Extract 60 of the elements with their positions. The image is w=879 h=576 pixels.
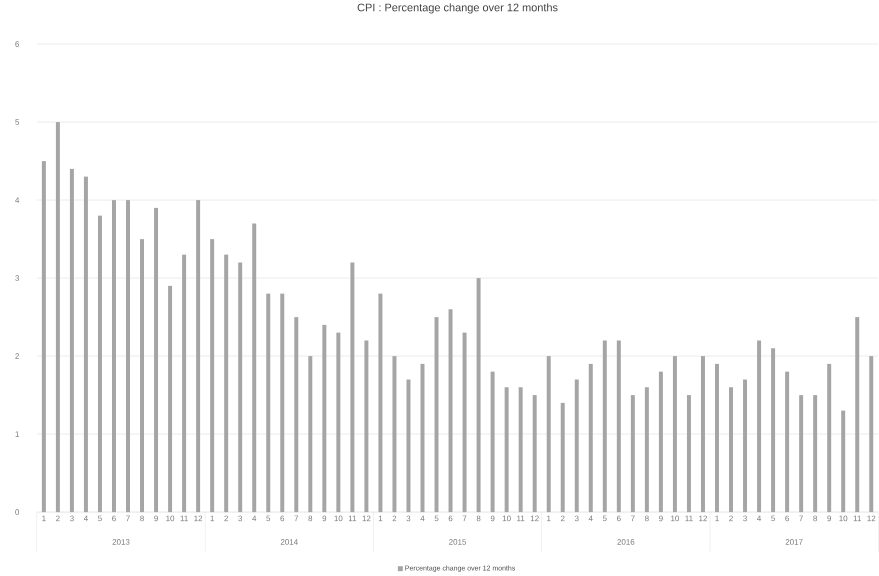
bar [434, 317, 439, 512]
bar [42, 161, 46, 512]
bar [616, 340, 621, 512]
bar [210, 239, 214, 512]
bar [588, 364, 593, 512]
bar [56, 122, 60, 512]
bar [448, 309, 453, 512]
bar [518, 387, 523, 512]
bar [476, 278, 481, 512]
bar [364, 340, 368, 512]
bar [546, 356, 551, 512]
bar [154, 208, 158, 512]
bar [406, 380, 410, 512]
bar [672, 356, 677, 512]
bar [196, 200, 200, 512]
bar [658, 372, 663, 512]
bar [785, 372, 790, 512]
bar [224, 254, 228, 512]
bar [70, 168, 74, 512]
bar [729, 387, 734, 512]
bar [602, 340, 607, 512]
bar [757, 340, 762, 512]
bar [462, 332, 467, 512]
bar [322, 324, 326, 512]
bar [294, 317, 298, 512]
bar [532, 395, 537, 512]
bar [420, 364, 424, 512]
bar [392, 356, 396, 512]
bar [378, 294, 382, 512]
bar [841, 410, 846, 512]
bar [574, 380, 579, 512]
bar [182, 254, 186, 512]
bar [827, 364, 832, 512]
bar [84, 176, 88, 512]
bar [560, 402, 565, 512]
bar [813, 395, 818, 512]
bar [280, 294, 284, 512]
bar [266, 294, 270, 512]
bar [715, 364, 719, 512]
bar [490, 372, 495, 512]
bar [168, 286, 172, 512]
bar [644, 387, 649, 512]
bar [504, 387, 509, 512]
bar [700, 356, 705, 512]
bar [686, 395, 691, 512]
bar [743, 380, 748, 512]
bar [855, 317, 860, 512]
bar [350, 262, 354, 512]
bar [126, 200, 130, 512]
bar [336, 332, 340, 512]
bar [238, 262, 242, 512]
bar [140, 239, 144, 512]
bar [98, 216, 102, 512]
bar [771, 348, 776, 512]
chart-title: CPI : Percentage change over 12 months [358, 3, 558, 14]
bar [112, 200, 116, 512]
bar [799, 395, 804, 512]
bar [308, 356, 312, 512]
bar [252, 224, 256, 512]
bar [630, 395, 635, 512]
